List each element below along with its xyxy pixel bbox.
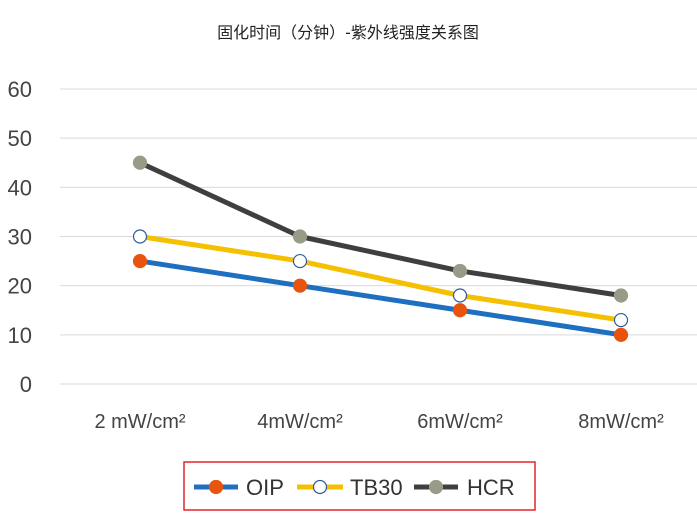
- legend-marker: [312, 479, 328, 495]
- chart-title: 固化时间（分钟）-紫外线强度关系图: [217, 23, 479, 42]
- legend-label: TB30: [350, 475, 403, 500]
- data-point: [132, 253, 148, 269]
- legend-label: HCR: [467, 475, 515, 500]
- data-point: [452, 263, 468, 279]
- legend-item-tb30: TB30: [297, 475, 403, 500]
- y-tick-label: 30: [8, 225, 32, 250]
- x-tick-label: 2 mW/cm²: [94, 411, 185, 433]
- series-oip: [132, 253, 629, 342]
- legend-marker: [428, 479, 444, 495]
- y-tick-label: 60: [8, 77, 32, 102]
- legend-item-hcr: HCR: [414, 475, 515, 500]
- data-point: [132, 229, 148, 244]
- data-point: [613, 327, 629, 342]
- y-tick-label: 20: [8, 274, 32, 299]
- legend-marker: [208, 479, 224, 495]
- data-point: [452, 288, 468, 303]
- y-tick-label: 10: [8, 323, 32, 348]
- x-tick-label: 6mW/cm²: [417, 411, 503, 433]
- y-tick-label: 0: [20, 372, 32, 397]
- legend-item-oip: OIP: [194, 475, 284, 500]
- x-tick-label: 8mW/cm²: [578, 411, 664, 433]
- data-point: [292, 253, 308, 269]
- legend-frame: [183, 461, 536, 511]
- data-point: [613, 288, 629, 303]
- x-tick-label: 4mW/cm²: [257, 411, 343, 433]
- data-point: [452, 303, 468, 318]
- series-tb30: [132, 229, 629, 328]
- y-axis-ticks: 0 10 20 30 40 50 60: [8, 77, 32, 397]
- x-axis-ticks: 2 mW/cm² 4mW/cm² 6mW/cm² 8mW/cm²: [94, 411, 664, 433]
- series-layer: [132, 155, 629, 342]
- data-point: [613, 312, 629, 328]
- series-line: [137, 234, 624, 323]
- data-point: [292, 278, 308, 293]
- series-hcr: [132, 155, 629, 303]
- data-point: [292, 229, 308, 244]
- series-line: [137, 160, 624, 298]
- y-tick-label: 40: [8, 175, 32, 200]
- data-point: [132, 155, 148, 170]
- legend: OIP TB30 HCR: [183, 461, 536, 511]
- legend-label: OIP: [246, 475, 284, 500]
- y-tick-label: 50: [8, 126, 32, 151]
- gridlines: [60, 88, 697, 385]
- series-line: [137, 258, 624, 338]
